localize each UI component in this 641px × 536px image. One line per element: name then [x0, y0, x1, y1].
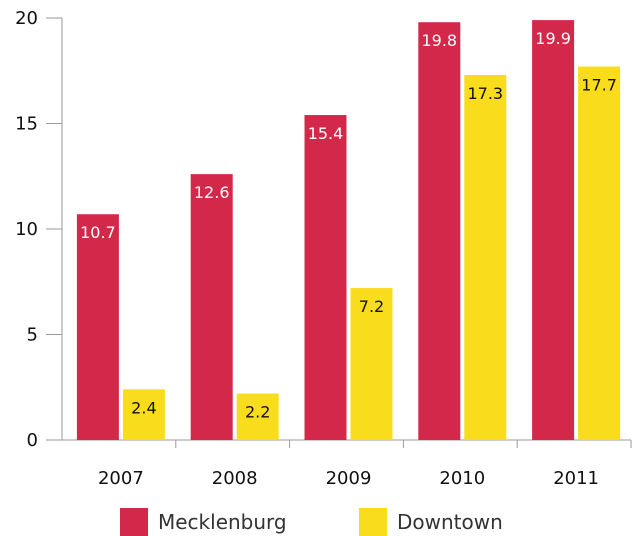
data-label-mecklenburg-2007: 10.7 [80, 223, 116, 242]
data-label-downtown-2010: 17.3 [467, 84, 503, 103]
bars: 10.7 2.4 12.6 2.2 15.4 7.2 19.8 17.3 19.9 17.7 [76, 20, 621, 441]
legend-swatch-mecklenburg [120, 508, 148, 536]
legend: Mecklenburg Downtown [120, 508, 503, 536]
bar-downtown-2007 [122, 389, 165, 440]
bar-mecklenburg-2010 [418, 22, 461, 440]
x-tick-label: 2011 [553, 468, 599, 489]
legend-label-downtown: Downtown [397, 510, 503, 534]
x-tick-label: 2007 [98, 468, 144, 489]
data-label-mecklenburg-2009: 15.4 [308, 124, 344, 143]
bar-downtown-2011 [578, 66, 621, 440]
bar-mecklenburg-2011 [532, 20, 575, 441]
x-tick-label: 2009 [326, 468, 372, 489]
x-tick-label: 2008 [212, 468, 258, 489]
data-label-downtown-2008: 2.2 [245, 403, 270, 422]
x-axis-labels: 2007 2008 2009 2010 2011 [98, 468, 599, 489]
data-label-mecklenburg-2010: 19.8 [421, 31, 457, 50]
bar-mecklenburg-2008 [190, 174, 233, 440]
y-tick-label: 5 [27, 325, 38, 346]
bar-downtown-2009 [350, 288, 393, 440]
bar-mecklenburg-2009 [304, 115, 347, 440]
data-label-mecklenburg-2011: 19.9 [535, 29, 571, 48]
data-label-downtown-2007: 2.4 [131, 398, 156, 417]
legend-label-mecklenburg: Mecklenburg [158, 510, 287, 534]
legend-swatch-downtown [359, 508, 387, 536]
data-label-mecklenburg-2008: 12.6 [194, 183, 230, 202]
bar-downtown-2010 [464, 74, 507, 440]
data-label-downtown-2011: 17.7 [581, 76, 617, 95]
y-tick-label: 15 [15, 114, 38, 135]
data-label-downtown-2009: 7.2 [359, 297, 384, 316]
y-tick-label: 10 [15, 219, 38, 240]
y-tick-label: 20 [15, 8, 38, 29]
bar-mecklenburg-2007 [76, 214, 119, 440]
bar-downtown-2008 [236, 393, 279, 440]
x-tick-label: 2010 [439, 468, 485, 489]
y-tick-label: 0 [27, 430, 38, 451]
